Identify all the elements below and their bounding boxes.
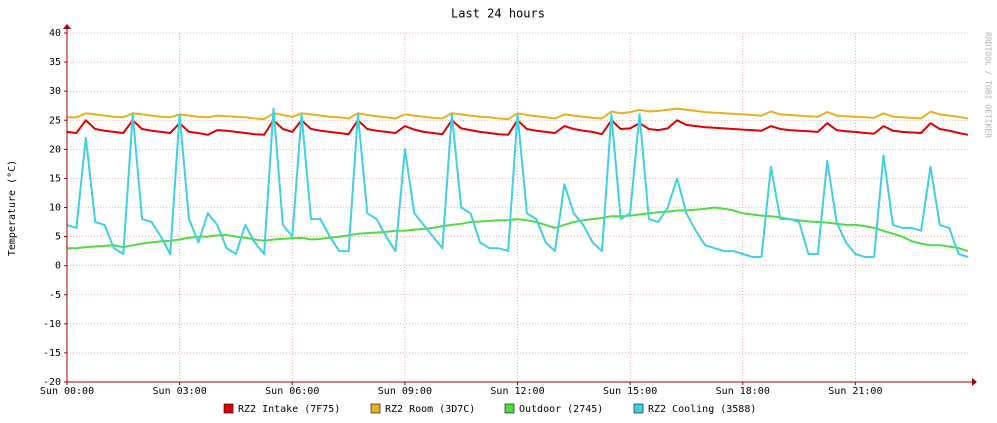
x-tick-label: Sun 06:00 [265,386,319,397]
legend-label: Outdoor (2745) [519,404,603,415]
legend-label: RZ2 Room (3D7C) [385,404,475,415]
y-tick-label: -20 [43,377,61,388]
y-axis-label: Temperature (°C) [7,160,18,256]
y-tick-label: -15 [43,348,61,359]
x-tick-label: Sun 18:00 [716,386,770,397]
y-tick-label: 0 [55,261,61,272]
legend-swatch [504,403,515,414]
x-tick-label: Sun 03:00 [153,386,207,397]
legend-swatch [633,403,644,414]
y-tick-label: 15 [49,173,61,184]
legend-swatch [223,403,234,414]
plot [66,107,969,258]
legend-label: RZ2 Cooling (3588) [648,404,756,415]
x-tick-label: Sun 21:00 [828,386,882,397]
x-tick-label: Sun 15:00 [603,386,657,397]
series-line [67,107,969,121]
legend: RZ2 Intake (7F75) RZ2 Room (3D7C) Outdoor … [223,403,756,415]
y-tick-label: -5 [49,290,61,301]
chart-title: Last 24 hours [451,7,545,21]
y-tick-label: 20 [49,144,61,155]
x-axis-arrow [972,378,977,386]
y-tick-label: 30 [49,86,61,97]
y-tick-label: -10 [43,319,61,330]
y-tick-label: 10 [49,203,61,214]
y-tick-label: 25 [49,115,61,126]
x-tick-label: Sun 00:00 [40,386,94,397]
series-line [67,206,969,253]
y-tick-label: 5 [55,232,61,243]
y-tick-label: 35 [49,57,61,68]
series-line [66,107,969,258]
y-tick-label: 40 [49,28,61,39]
x-tick-label: Sun 12:00 [490,386,544,397]
legend-label: RZ2 Intake (7F75) [238,404,340,415]
y-axis-arrow [63,24,71,29]
legend-swatch [370,403,381,414]
x-tick-label: Sun 09:00 [378,386,432,397]
axes [63,24,977,386]
watermark: RRDTOOL / TOBI OETIKER [984,32,993,138]
